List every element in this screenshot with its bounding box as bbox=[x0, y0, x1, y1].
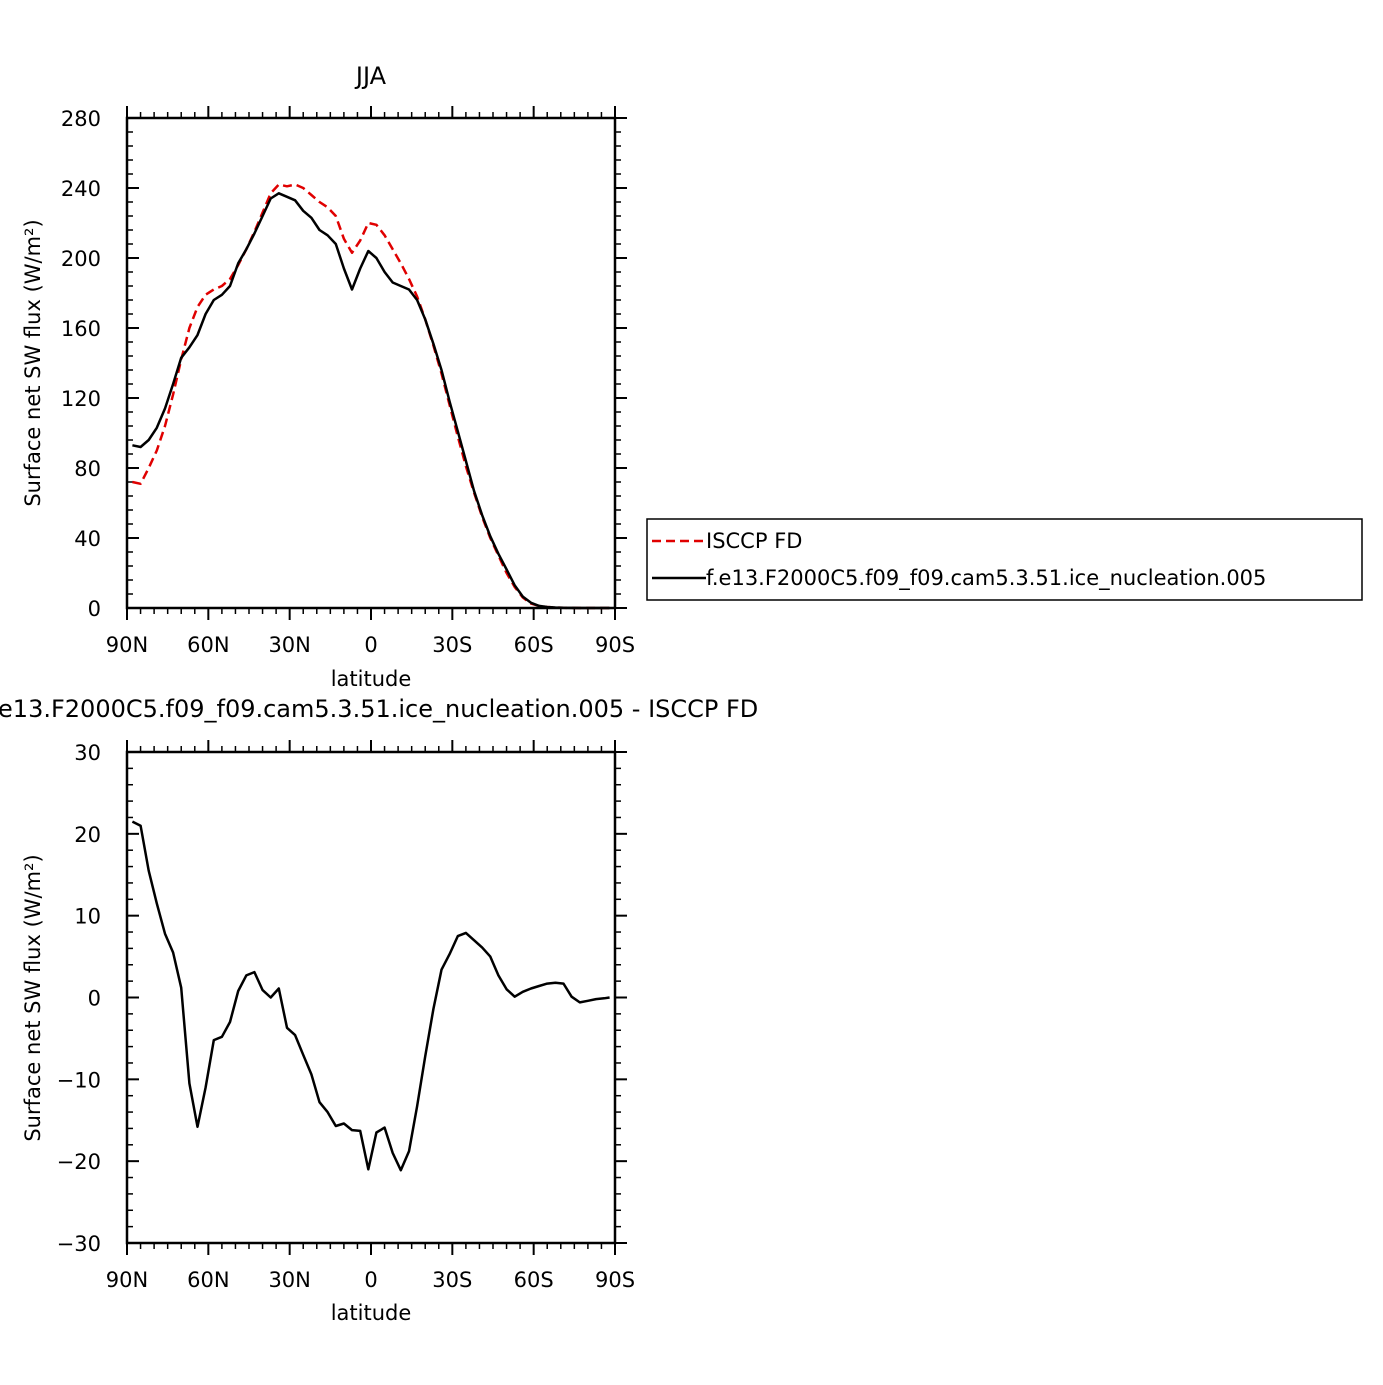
top-y-tick-label: 0 bbox=[88, 597, 101, 621]
bottom-y-tick-label: −10 bbox=[57, 1068, 101, 1092]
top-chart-series bbox=[132, 183, 610, 610]
top-y-tick-label: 80 bbox=[74, 457, 101, 481]
bottom-x-tick-label: 90N bbox=[106, 1268, 148, 1292]
top-chart-frame bbox=[125, 116, 617, 610]
top-x-tick-label: 90S bbox=[595, 633, 635, 657]
legend-box bbox=[646, 518, 1363, 601]
top-x-tick-label: 30N bbox=[268, 633, 310, 657]
top-x-tick-label: 90N bbox=[106, 633, 148, 657]
top-chart-ticks: 90N 60N 30N 0 30S 60S 90S 0 40 80 120 160 200 240 280 bbox=[61, 106, 635, 657]
bottom-y-tick-label: −30 bbox=[57, 1232, 101, 1256]
top-x-tick-label: 0 bbox=[364, 633, 377, 657]
bottom-y-tick-label: 0 bbox=[88, 987, 101, 1011]
bottom-chart-series bbox=[131, 820, 610, 1172]
top-x-tick-label: 30S bbox=[432, 633, 472, 657]
top-series-line-0 bbox=[132, 183, 610, 610]
top-y-tick-label: 240 bbox=[61, 177, 101, 201]
top-chart: JJA 90N 60N 30N 0 30S 60S 90S 0 40 80 120 160 200 240… bbox=[21, 62, 1363, 691]
bottom-y-tick-label: 10 bbox=[74, 905, 101, 929]
top-y-tick-label: 200 bbox=[61, 247, 101, 271]
bottom-y-tick-label: −20 bbox=[57, 1150, 101, 1174]
top-y-tick-label: 120 bbox=[61, 387, 101, 411]
top-series-line-1 bbox=[132, 192, 610, 610]
bottom-series-line-0 bbox=[131, 820, 610, 1172]
legend-label-model: f.e13.F2000C5.f09_f09.cam5.3.51.ice_nucl… bbox=[706, 566, 1266, 591]
bottom-y-tick-label: 30 bbox=[74, 741, 101, 765]
bottom-chart-frame bbox=[125, 750, 617, 1245]
top-chart-y-axis-label: Surface net SW flux (W/m²) bbox=[21, 219, 45, 506]
bottom-chart-y-axis-label: Surface net SW flux (W/m²) bbox=[21, 854, 45, 1141]
bottom-x-tick-label: 0 bbox=[364, 1268, 377, 1292]
bottom-x-tick-label: 60S bbox=[514, 1268, 554, 1292]
top-chart-title: JJA bbox=[354, 62, 387, 90]
bottom-x-tick-label: 60N bbox=[187, 1268, 229, 1292]
bottom-x-tick-label: 30S bbox=[432, 1268, 472, 1292]
top-y-tick-label: 40 bbox=[74, 527, 101, 551]
bottom-chart-title: f.e13.F2000C5.f09_f09.cam5.3.51.ice_nucl… bbox=[0, 695, 758, 723]
legend: ISCCP FD f.e13.F2000C5.f09_f09.cam5.3.51… bbox=[646, 518, 1363, 601]
bottom-chart-x-axis-label: latitude bbox=[331, 1301, 412, 1325]
bottom-chart-ticks: 90N 60N 30N 0 30S 60S 90S −30 −20 −10 0 10 20 30 bbox=[57, 740, 635, 1292]
top-chart-x-axis-label: latitude bbox=[331, 667, 412, 691]
bottom-x-tick-label: 90S bbox=[595, 1268, 635, 1292]
top-x-tick-label: 60S bbox=[514, 633, 554, 657]
bottom-x-tick-label: 30N bbox=[268, 1268, 310, 1292]
top-y-tick-label: 160 bbox=[61, 317, 101, 341]
bottom-y-tick-label: 20 bbox=[74, 823, 101, 847]
top-x-tick-label: 60N bbox=[187, 633, 229, 657]
legend-label-isccp: ISCCP FD bbox=[706, 529, 802, 553]
top-y-tick-label: 280 bbox=[61, 107, 101, 131]
bottom-chart: f.e13.F2000C5.f09_f09.cam5.3.51.ice_nucl… bbox=[0, 695, 758, 1325]
